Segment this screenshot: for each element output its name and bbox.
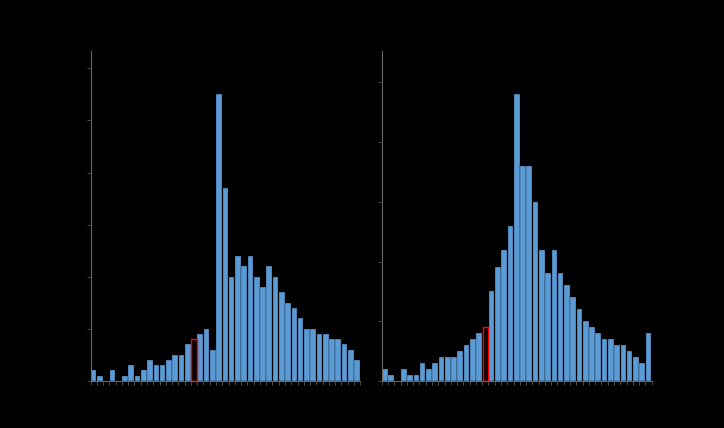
- Bar: [571, 297, 576, 381]
- Bar: [633, 357, 639, 381]
- Bar: [495, 268, 501, 381]
- Bar: [514, 94, 520, 381]
- Bar: [627, 351, 633, 381]
- Bar: [335, 339, 341, 381]
- Bar: [589, 327, 595, 381]
- Bar: [482, 327, 488, 381]
- Bar: [316, 334, 322, 381]
- Bar: [222, 188, 228, 381]
- Bar: [329, 339, 335, 381]
- Bar: [463, 345, 469, 381]
- Bar: [122, 376, 128, 381]
- Bar: [141, 371, 147, 381]
- Bar: [235, 256, 241, 381]
- Bar: [311, 329, 316, 381]
- Bar: [539, 250, 544, 381]
- Bar: [179, 355, 185, 381]
- Bar: [401, 369, 407, 381]
- Bar: [407, 375, 413, 381]
- Bar: [279, 292, 285, 381]
- Bar: [476, 333, 482, 381]
- Bar: [166, 360, 172, 381]
- Bar: [533, 202, 539, 381]
- Bar: [614, 345, 620, 381]
- Bar: [342, 345, 348, 381]
- Bar: [298, 318, 303, 381]
- Bar: [210, 350, 216, 381]
- Bar: [552, 250, 557, 381]
- Bar: [445, 357, 450, 381]
- Bar: [185, 345, 190, 381]
- Bar: [420, 363, 426, 381]
- Bar: [172, 355, 178, 381]
- Bar: [426, 369, 432, 381]
- Bar: [458, 351, 463, 381]
- Bar: [109, 371, 115, 381]
- Bar: [304, 329, 310, 381]
- Bar: [545, 273, 551, 381]
- Bar: [526, 166, 532, 381]
- Bar: [260, 287, 266, 381]
- Bar: [608, 339, 614, 381]
- Bar: [153, 365, 159, 381]
- Bar: [432, 363, 438, 381]
- Bar: [451, 357, 457, 381]
- Bar: [198, 334, 203, 381]
- Bar: [501, 250, 507, 381]
- Bar: [241, 266, 247, 381]
- Bar: [646, 333, 652, 381]
- Bar: [348, 350, 353, 381]
- Bar: [564, 285, 570, 381]
- Bar: [620, 345, 626, 381]
- Bar: [602, 339, 607, 381]
- Bar: [147, 360, 153, 381]
- Bar: [639, 363, 645, 381]
- Bar: [90, 371, 96, 381]
- Bar: [285, 303, 291, 381]
- Bar: [576, 309, 582, 381]
- Bar: [273, 277, 279, 381]
- Bar: [266, 266, 272, 381]
- Bar: [97, 376, 103, 381]
- Bar: [191, 339, 197, 381]
- Bar: [439, 357, 445, 381]
- Bar: [489, 291, 494, 381]
- Bar: [323, 334, 329, 381]
- Bar: [382, 369, 388, 381]
- Bar: [160, 365, 166, 381]
- Bar: [135, 376, 140, 381]
- Bar: [583, 321, 589, 381]
- Bar: [557, 273, 563, 381]
- Bar: [520, 166, 526, 381]
- Bar: [292, 308, 298, 381]
- Bar: [254, 277, 260, 381]
- Bar: [354, 360, 360, 381]
- Bar: [508, 226, 513, 381]
- Bar: [595, 333, 601, 381]
- Bar: [413, 375, 419, 381]
- Bar: [470, 339, 476, 381]
- Bar: [216, 94, 222, 381]
- Bar: [128, 365, 134, 381]
- Bar: [229, 277, 235, 381]
- Bar: [203, 329, 209, 381]
- Bar: [389, 375, 394, 381]
- Bar: [248, 256, 253, 381]
